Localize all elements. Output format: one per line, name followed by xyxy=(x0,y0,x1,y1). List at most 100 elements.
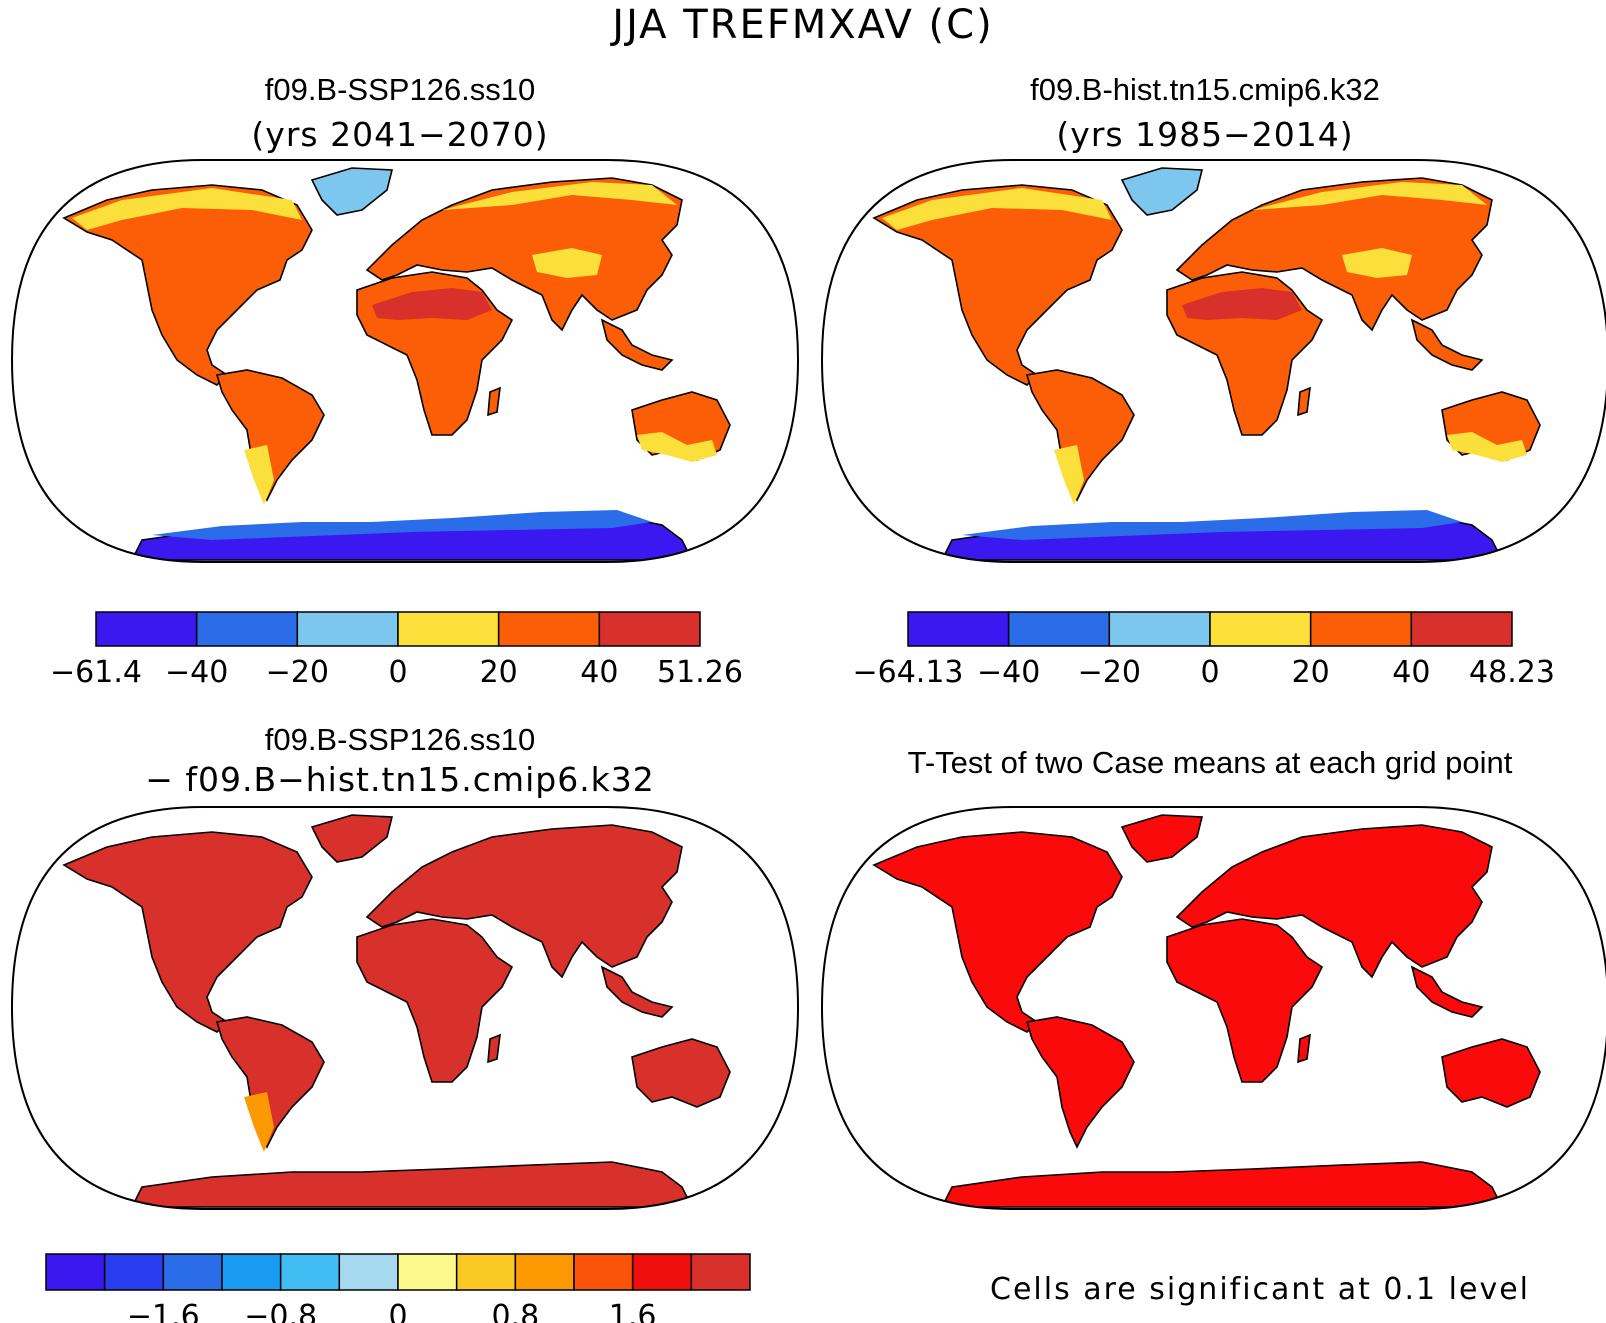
colorbar-3-tick-label: 0 xyxy=(388,1299,407,1323)
colorbar-1-swatch xyxy=(195,611,299,647)
land-antarctica xyxy=(130,1161,694,1208)
colorbar-1-swatch xyxy=(397,611,500,647)
land-eurasia xyxy=(365,177,683,332)
land-greenland xyxy=(1120,167,1204,216)
significance-note: Cells are significant at 0.1 level xyxy=(990,1272,1531,1307)
colorbar-2-tick-label: 0 xyxy=(1200,655,1219,690)
colorbar-1-tick-label: −20 xyxy=(266,655,329,690)
colorbar-3-swatch xyxy=(455,1253,517,1291)
map-land-group-3 xyxy=(62,814,731,1208)
land-hot-sahara xyxy=(1182,288,1302,320)
map-land-layer-1 xyxy=(62,167,731,561)
map-land-layer-2 xyxy=(872,167,1541,561)
figure-title: JJA TREFMXAV (C) xyxy=(612,2,994,48)
colorbar-2-swatch xyxy=(1309,611,1413,647)
colorbar-1-swatch xyxy=(497,611,601,647)
land-mild-arctic-america xyxy=(72,188,302,230)
land-north-america xyxy=(872,831,1123,1033)
colorbar-3-swatch xyxy=(690,1253,751,1291)
land-mild-tibet xyxy=(1342,248,1412,278)
land-africa xyxy=(356,918,514,1083)
map-panel-3 xyxy=(10,806,800,1210)
colorbar-2-swatch xyxy=(1108,611,1211,647)
land-north-america xyxy=(872,184,1123,386)
colorbar-3-swatch xyxy=(631,1253,693,1291)
land-australia xyxy=(631,1038,731,1108)
land-madagascar xyxy=(487,1033,501,1064)
land-greenland xyxy=(310,814,394,863)
map-border-3 xyxy=(10,806,800,1210)
land-mild-south-australia xyxy=(1447,432,1527,462)
map-land-group-2 xyxy=(872,167,1541,561)
land-mild-tibet xyxy=(532,248,602,278)
land-south-america xyxy=(1025,1016,1135,1149)
land-se-asia xyxy=(1410,318,1484,371)
colorbar-2-swatch xyxy=(907,611,1010,647)
land-south-america xyxy=(215,369,325,502)
colorbar-1: −61.4 −40 −20 0 20 40 51.26 xyxy=(50,611,743,690)
colorbar-3-swatch xyxy=(514,1253,575,1291)
colorbar-3-swatch xyxy=(162,1253,223,1291)
colorbar-1-tick-label: 51.26 xyxy=(657,655,743,690)
map-panel-1 xyxy=(10,159,800,563)
land-eurasia xyxy=(365,824,683,979)
colorbar-3: −1.6 −0.8 0 0.8 1.6 xyxy=(45,1253,751,1323)
land-eurasia xyxy=(1175,824,1493,979)
colorbar-2-tick-label: 48.23 xyxy=(1469,655,1555,690)
land-north-america xyxy=(62,184,313,386)
colorbar-2-tick-label: 40 xyxy=(1392,655,1430,690)
colorbar-3-swatch xyxy=(221,1253,282,1291)
colorbar-2-swatch xyxy=(1209,611,1312,647)
land-madagascar xyxy=(1297,386,1311,417)
colorbar-2: −64.13 −40 −20 0 20 40 48.23 xyxy=(852,611,1555,690)
colorbar-3-swatch xyxy=(45,1253,106,1291)
land-mild-siberia xyxy=(442,182,677,210)
panel-4-title: T-Test of two Case means at each grid po… xyxy=(907,745,1513,780)
colorbar-1-swatch xyxy=(95,611,198,647)
land-madagascar xyxy=(487,386,501,417)
panel-2-title: f09.B-hist.tn15.cmip6.k32 xyxy=(1030,72,1380,107)
colorbar-3-swatch xyxy=(397,1253,458,1291)
land-africa xyxy=(1166,918,1324,1083)
colorbar-2-tick-label: −40 xyxy=(977,655,1040,690)
colorbar-3-swatch xyxy=(573,1253,634,1291)
land-madagascar xyxy=(1297,1033,1311,1064)
colorbar-1-tick-label: 40 xyxy=(580,655,618,690)
land-north-america xyxy=(62,831,313,1033)
colorbar-1-swatch xyxy=(296,611,399,647)
land-se-asia xyxy=(600,318,674,371)
colorbar-1-tick-label: −40 xyxy=(165,655,228,690)
land-antarctica xyxy=(940,1161,1504,1208)
land-hot-sahara xyxy=(372,288,492,320)
colorbar-2-tick-label: 20 xyxy=(1292,655,1330,690)
map-panel-4 xyxy=(820,806,1606,1210)
map-land-layer-4 xyxy=(872,814,1541,1208)
map-border-1 xyxy=(10,159,800,563)
colorbar-3-tick-label: −1.6 xyxy=(127,1299,200,1323)
land-mild-siberia xyxy=(1252,182,1487,210)
land-se-asia xyxy=(1410,965,1484,1018)
colorbar-3-tick-label: 0.8 xyxy=(491,1299,539,1323)
colorbar-3-swatch xyxy=(103,1253,165,1291)
land-greenland xyxy=(1120,814,1204,863)
land-mild-patagonia xyxy=(1054,445,1084,505)
map-land-group-4 xyxy=(872,814,1541,1208)
colorbar-3-swatch xyxy=(338,1253,399,1291)
map-border-2 xyxy=(820,159,1606,563)
colorbar-2-swatch xyxy=(1410,611,1513,647)
colorbar-1-tick-label: 20 xyxy=(480,655,518,690)
land-mild-south-australia xyxy=(637,432,717,462)
map-land-group-1 xyxy=(62,167,731,561)
colorbar-2-tick-label: −64.13 xyxy=(852,655,963,690)
land-se-asia xyxy=(600,965,674,1018)
map-border-4 xyxy=(820,806,1606,1210)
panel-3-title: f09.B-SSP126.ss10 xyxy=(264,722,536,757)
land-mild-arctic-america xyxy=(882,188,1112,230)
colorbar-3-tick-label: 1.6 xyxy=(609,1299,657,1323)
land-antarctic-coast xyxy=(152,510,652,540)
map-panel-2 xyxy=(820,159,1606,563)
panel-1-title: f09.B-SSP126.ss10 xyxy=(264,72,536,107)
land-mild-patagonia xyxy=(244,445,274,505)
land-antarctic-coast xyxy=(962,510,1462,540)
